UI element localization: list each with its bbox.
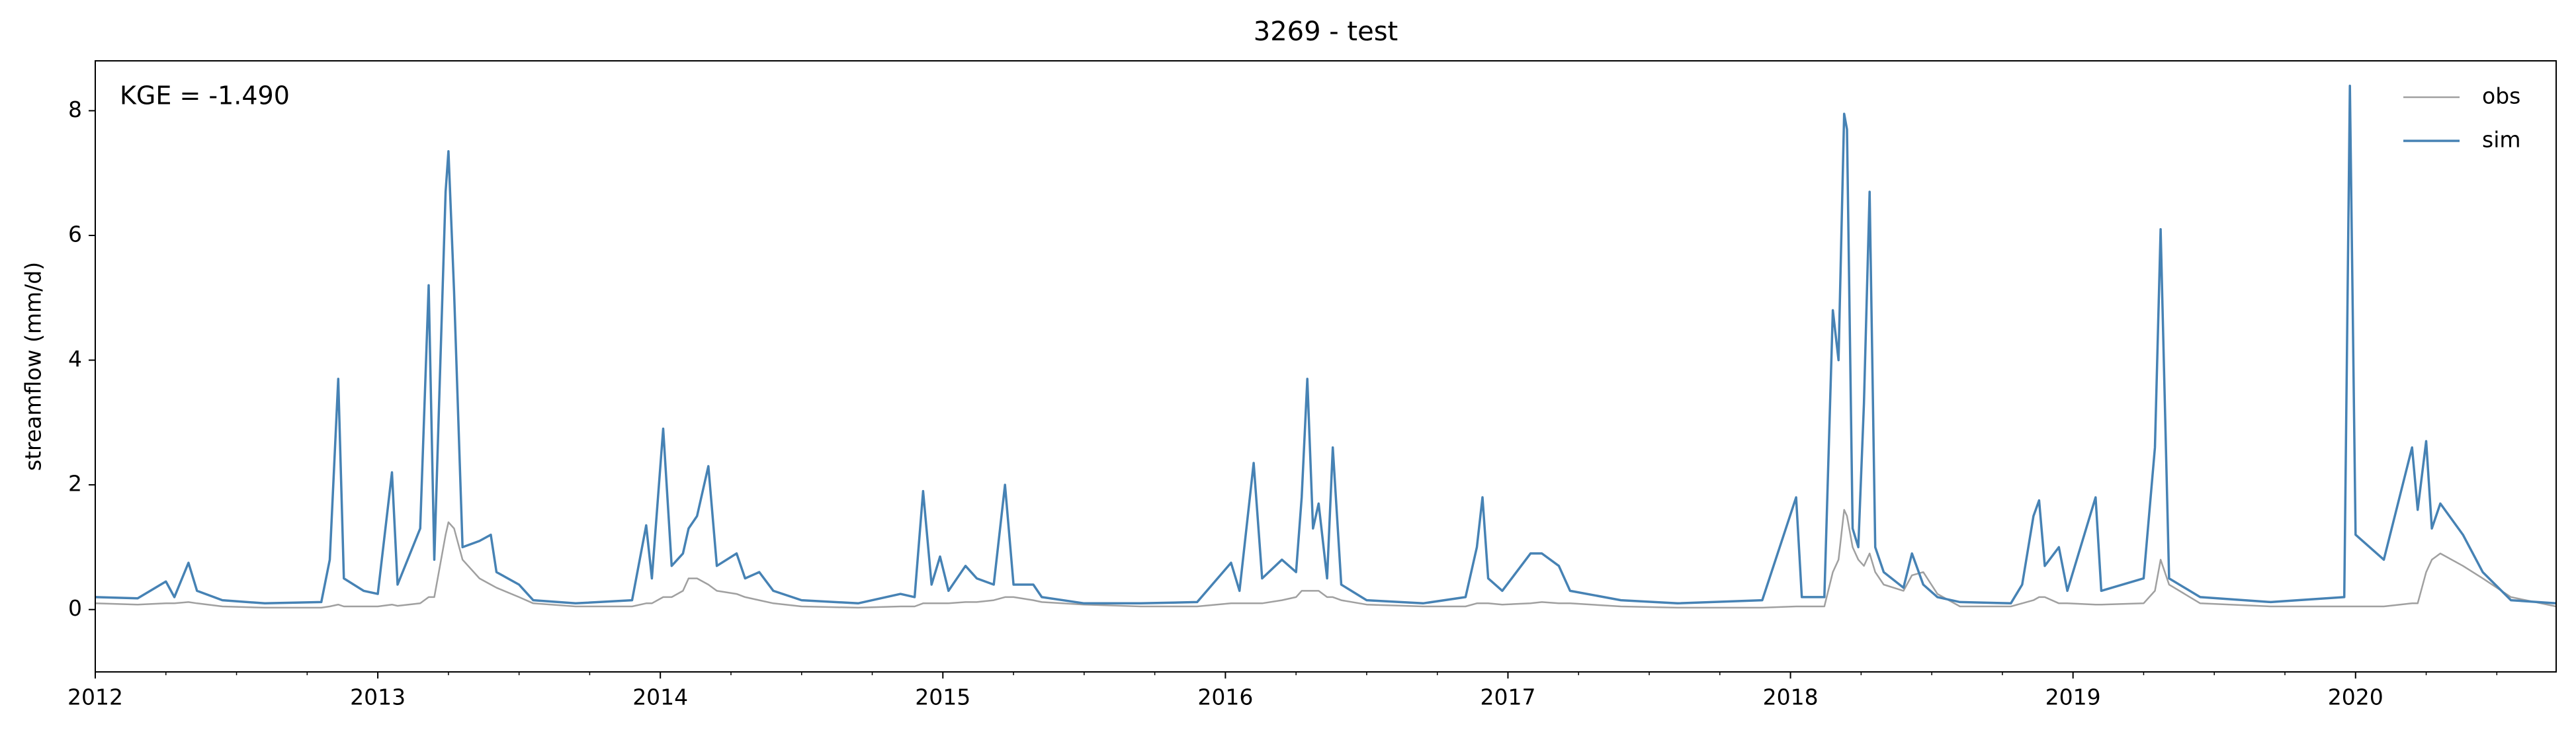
x-tick-label: 2015	[915, 684, 970, 710]
x-tick-label: 2017	[1480, 684, 1535, 710]
series-line	[95, 84, 2556, 605]
y-tick-label: 6	[68, 222, 82, 247]
annotation: KGE = -1.490	[120, 81, 290, 110]
y-tick-label: 2	[68, 471, 82, 497]
series-line	[95, 509, 2556, 609]
x-tick-label: 2013	[350, 684, 406, 710]
legend-label: obs	[2482, 83, 2520, 109]
x-tick-label: 2014	[632, 684, 688, 710]
plot-frame	[95, 60, 2557, 673]
x-tick-label: 2018	[1763, 684, 1819, 710]
chart-title: 3269 - test	[1254, 17, 1398, 47]
y-tick-label: 0	[68, 595, 82, 621]
y-axis-label: streamflow (mm/d)	[21, 262, 46, 471]
x-tick-label: 2012	[67, 684, 123, 710]
x-tick-label: 2016	[1197, 684, 1253, 710]
y-tick-label: 8	[68, 97, 82, 122]
legend-label: sim	[2482, 127, 2521, 153]
x-tick-label: 2020	[2328, 684, 2383, 710]
x-tick-label: 2019	[2045, 684, 2101, 710]
y-tick-label: 4	[68, 346, 82, 372]
